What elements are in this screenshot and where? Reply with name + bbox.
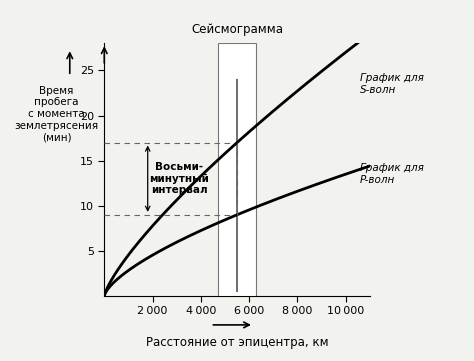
Text: График для
S-волн: График для S-волн xyxy=(360,73,424,95)
Text: График для
P-волн: График для P-волн xyxy=(360,164,424,185)
Text: Сейсмограмма: Сейсмограмма xyxy=(191,23,283,36)
Text: Восьми-
минутный
интервал: Восьми- минутный интервал xyxy=(149,162,209,195)
Bar xyxy=(218,43,256,296)
X-axis label: Расстояние от эпицентра, км: Расстояние от эпицентра, км xyxy=(146,336,328,349)
Text: Время
пробега
с момента
землетрясения
(мин): Время пробега с момента землетрясения (м… xyxy=(14,86,99,142)
